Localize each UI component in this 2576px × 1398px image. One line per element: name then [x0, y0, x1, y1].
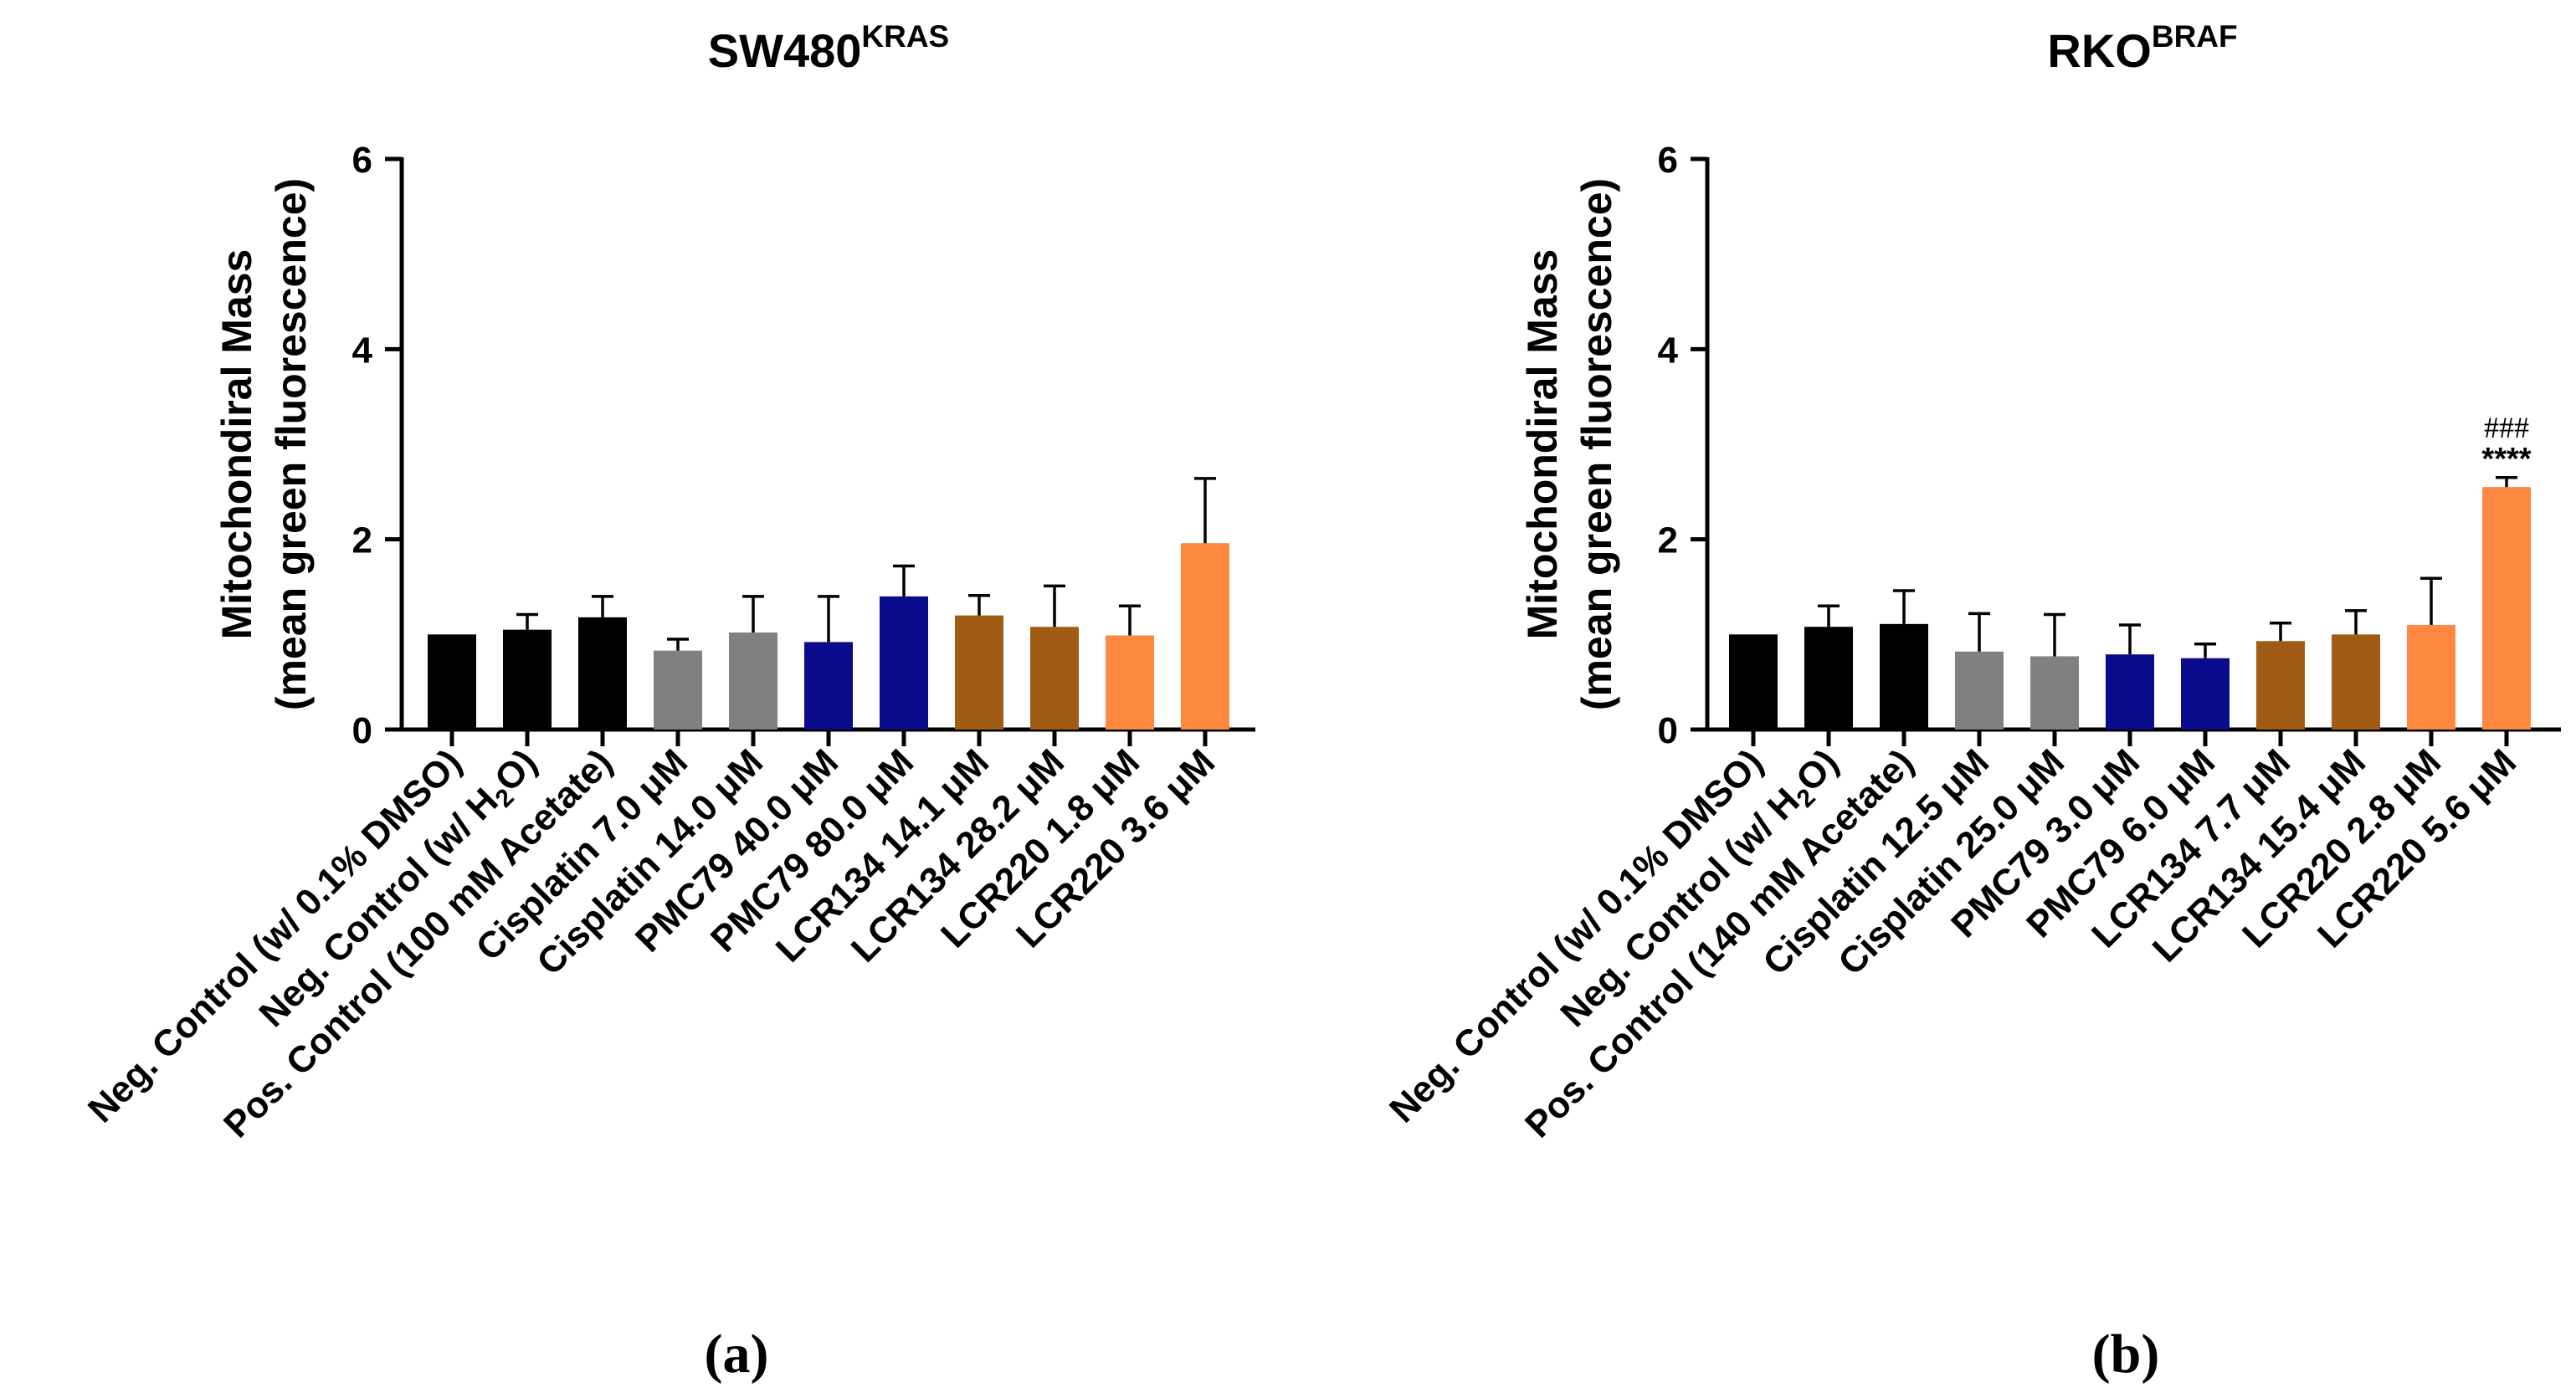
bar — [654, 650, 702, 730]
chart-title-main: SW480 — [708, 24, 862, 77]
bar — [1880, 623, 1928, 730]
bar — [880, 596, 928, 730]
bar — [503, 629, 552, 730]
bar — [1955, 651, 2004, 730]
y-tick-label: 0 — [352, 710, 372, 751]
chart-title: SW480KRAS — [708, 19, 949, 77]
chart-title-main: RKO — [2047, 24, 2151, 77]
y-axis-label-line1: Mitochondiral Mass — [213, 249, 260, 640]
y-tick-label: 2 — [1658, 520, 1678, 561]
bar — [578, 617, 627, 730]
y-axis-label-line2: (mean green fluorescence) — [268, 178, 315, 710]
bar — [1729, 634, 1778, 730]
bar — [1106, 635, 1154, 730]
y-tick-label: 0 — [1658, 710, 1678, 751]
bar — [2106, 654, 2154, 730]
bar — [2030, 656, 2079, 730]
y-axis-label-line2: (mean green fluorescence) — [1573, 178, 1620, 710]
chart-title-superscript: BRAF — [2152, 19, 2238, 54]
y-tick-label: 4 — [352, 330, 373, 371]
chart-panel-a: SW480KRAS Mitochondiral Mass (mean green f… — [80, 19, 1255, 1385]
y-axis-label-line1: Mitochondiral Mass — [1519, 249, 1566, 640]
y-tick-label: 2 — [352, 520, 372, 561]
panel-label: (a) — [705, 1324, 769, 1385]
bar — [729, 632, 777, 730]
y-tick-label: 6 — [1658, 140, 1678, 181]
bar — [2181, 658, 2230, 730]
significance-annotation-stars: **** — [2481, 442, 2531, 477]
chart-title-superscript: KRAS — [861, 19, 949, 54]
bar — [804, 642, 853, 730]
bar — [1181, 543, 1229, 730]
chart-title: RKOBRAF — [2047, 19, 2237, 77]
significance-annotation-hash: ### — [2484, 411, 2529, 444]
bar — [2332, 634, 2380, 730]
bar — [2482, 487, 2531, 730]
bar — [2256, 641, 2305, 730]
bar — [2407, 624, 2455, 730]
chart-panel-b: RKOBRAF Mitochondiral Mass (mean green flu… — [1382, 19, 2561, 1385]
bar — [428, 634, 476, 730]
bar — [1804, 627, 1853, 730]
y-tick-label: 4 — [1658, 330, 1679, 371]
y-tick-label: 6 — [352, 140, 372, 181]
bar — [1030, 627, 1079, 730]
bar — [955, 615, 1003, 730]
panel-label: (b) — [2092, 1324, 2160, 1385]
